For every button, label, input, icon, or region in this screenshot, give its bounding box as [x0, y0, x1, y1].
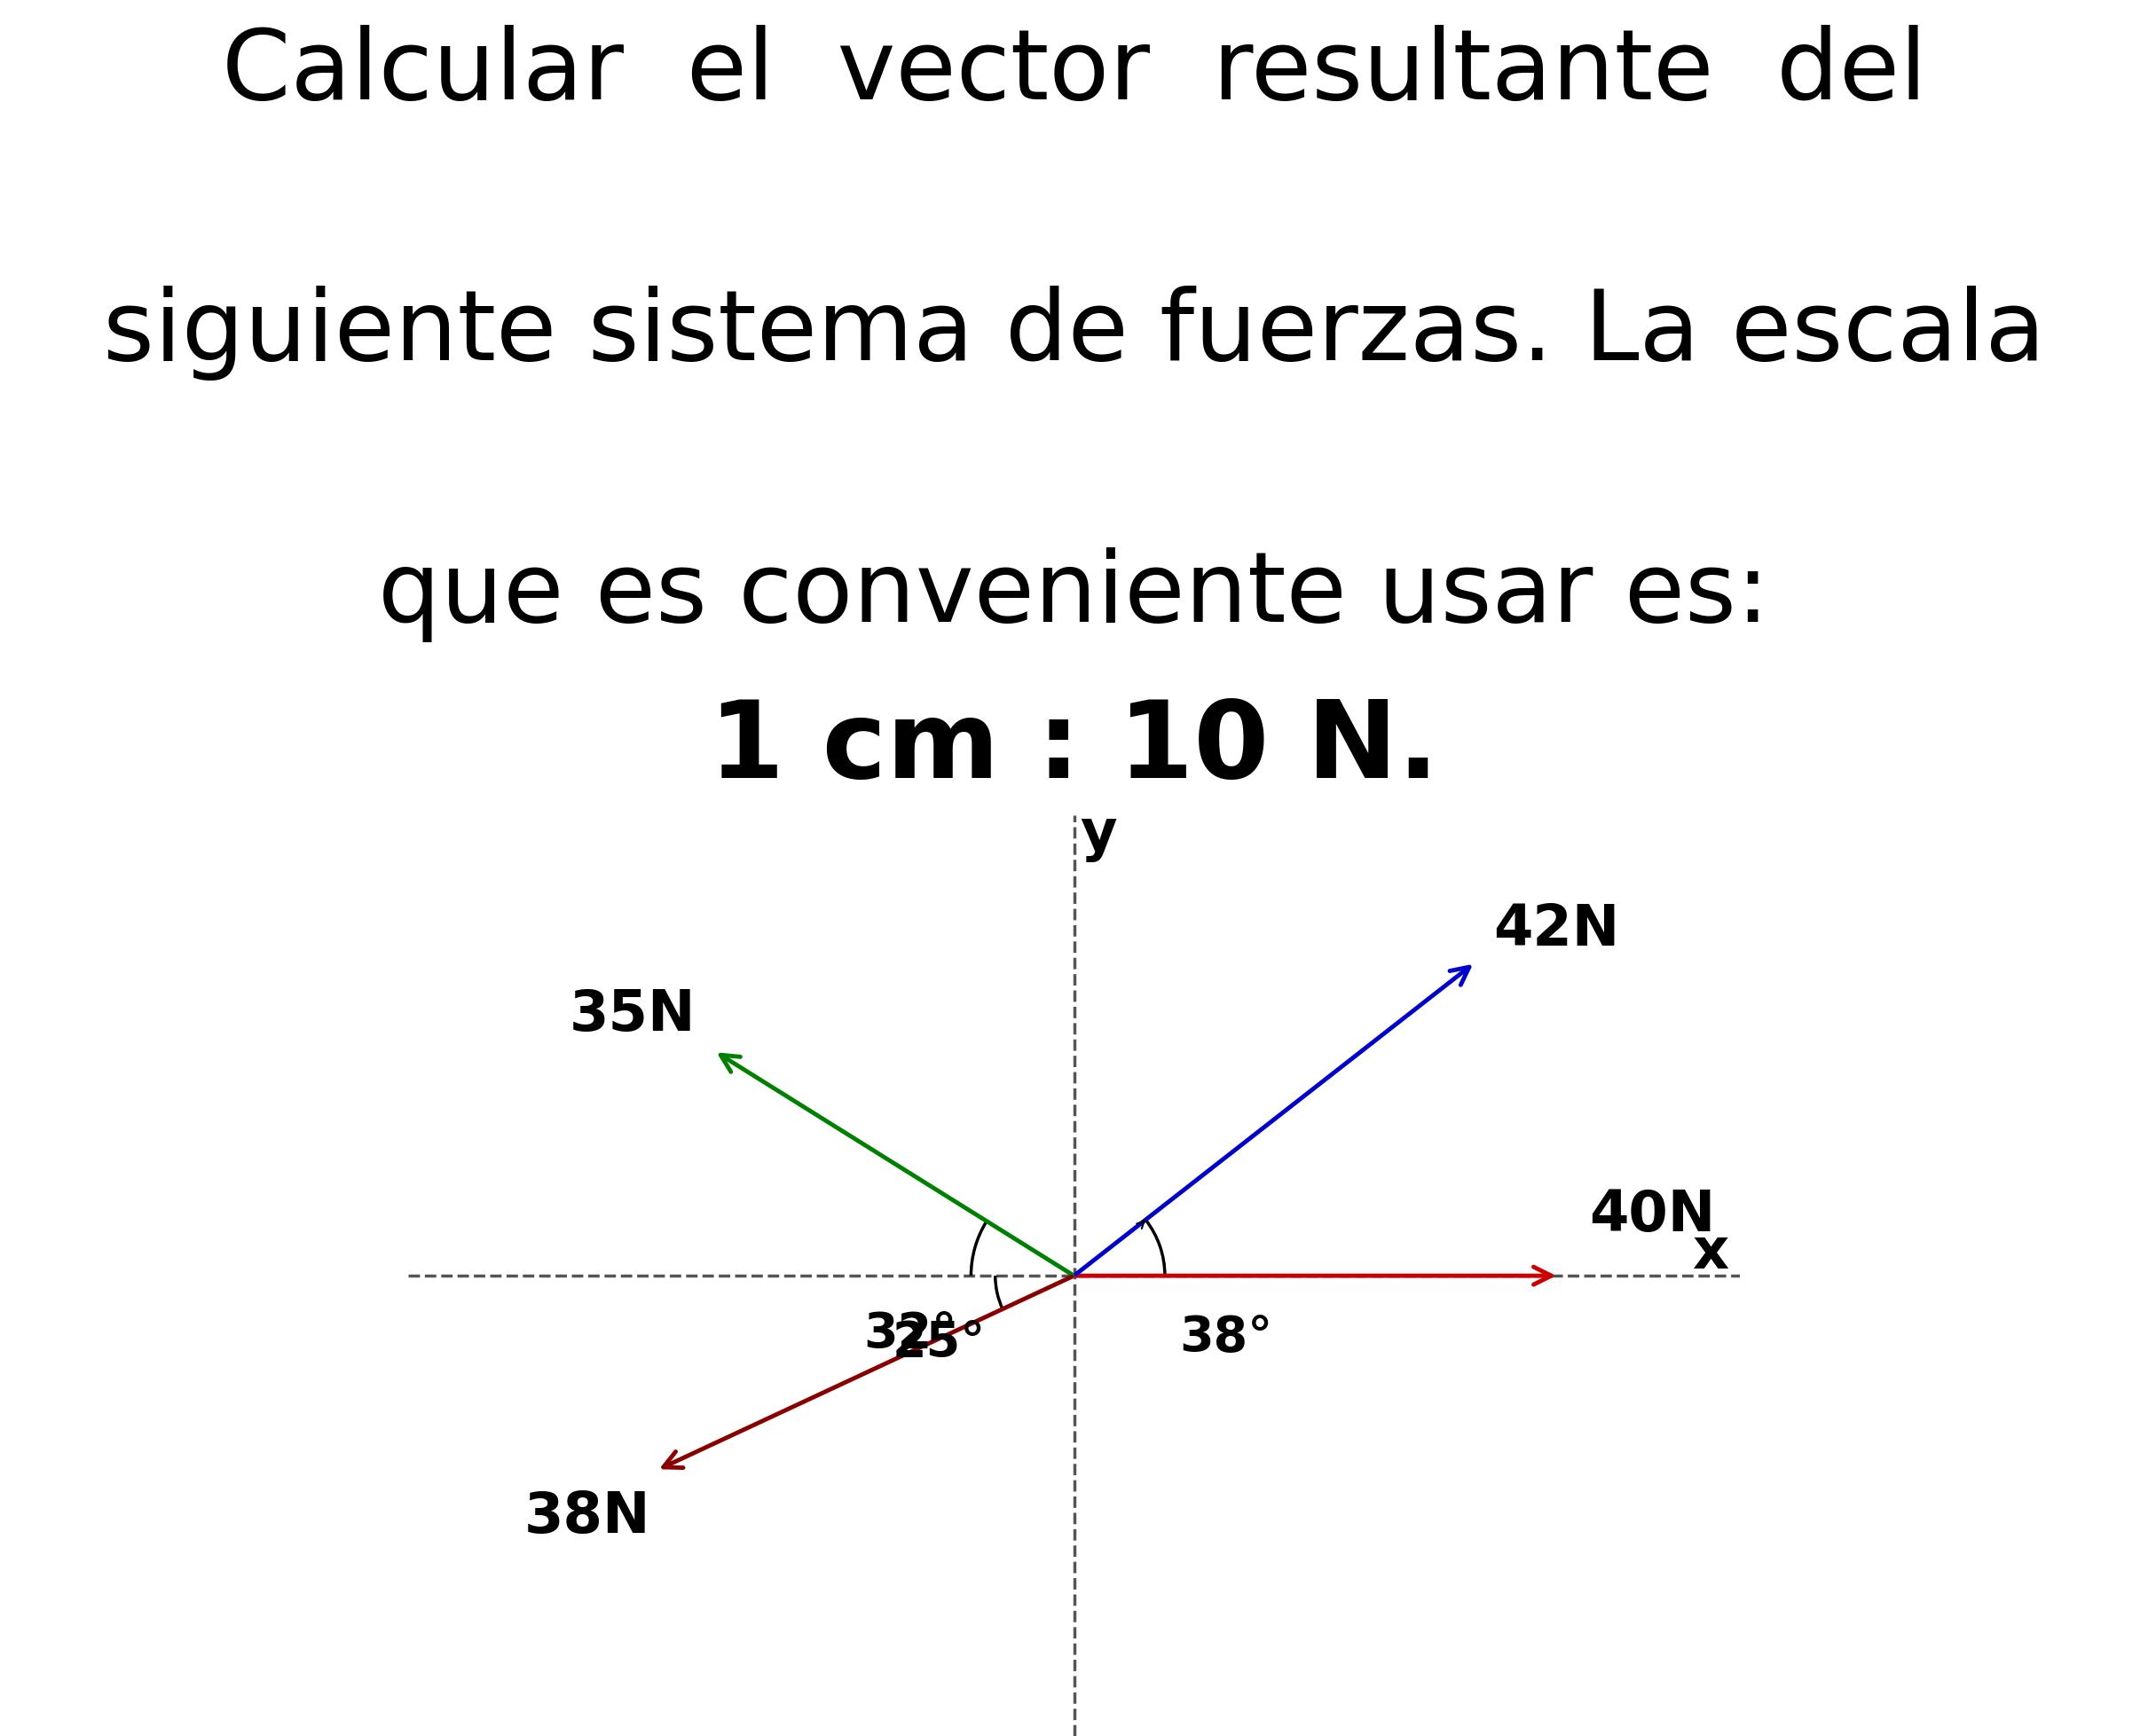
Text: 35N: 35N — [569, 986, 696, 1042]
Text: Calcular  el  vector  resultante  del: Calcular el vector resultante del — [221, 24, 1927, 120]
Text: que es conveniente usar es:: que es conveniente usar es: — [378, 547, 1770, 642]
Text: 42N: 42N — [1493, 903, 1620, 957]
Text: 38N: 38N — [524, 1488, 651, 1543]
Text: 40N: 40N — [1590, 1187, 1714, 1241]
Text: y: y — [1080, 807, 1117, 861]
Text: 38°: 38° — [1179, 1312, 1272, 1361]
Text: 25°: 25° — [891, 1318, 986, 1366]
Text: 1 cm : 10 N.: 1 cm : 10 N. — [709, 696, 1439, 800]
Text: x: x — [1693, 1224, 1729, 1279]
Text: 32°: 32° — [863, 1311, 956, 1358]
Text: siguiente sistema de fuerzas. La escala: siguiente sistema de fuerzas. La escala — [103, 286, 2045, 380]
